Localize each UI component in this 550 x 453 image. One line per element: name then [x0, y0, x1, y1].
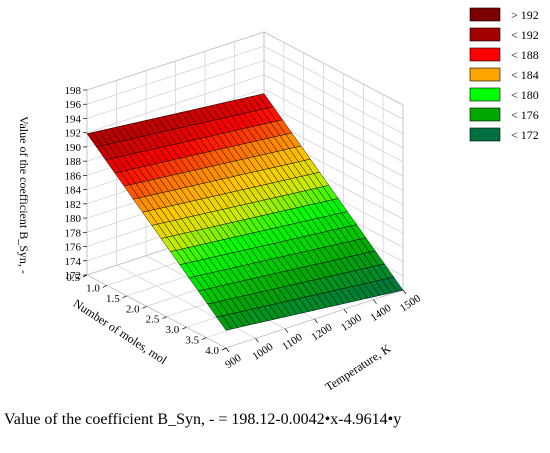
y-tick-mark	[102, 285, 108, 288]
y-tick-label: 1.5	[106, 293, 120, 305]
z-tick-label: 192	[65, 128, 82, 140]
regression-equation: Value of the coefficient B_Syn, - = 198.…	[4, 411, 402, 428]
legend-label: < 188	[511, 48, 539, 62]
y-tick-label: 0.5	[66, 272, 80, 284]
x-tick-label: 1000	[250, 341, 275, 363]
legend-label: < 172	[511, 128, 539, 142]
y-tick-mark	[122, 295, 127, 299]
x-tick-mark	[373, 299, 377, 304]
x-tick-mark	[343, 309, 348, 314]
legend-swatch	[469, 47, 501, 62]
legend-swatch	[469, 127, 501, 142]
legend-swatch	[469, 107, 501, 122]
y-tick-mark	[82, 274, 88, 278]
legend-label: < 176	[511, 108, 539, 122]
legend-label: < 192	[511, 28, 539, 42]
z-tick-label: 188	[65, 156, 82, 168]
z-tick-label: 190	[65, 142, 82, 154]
x-axis-label: Temperature, K	[323, 341, 394, 394]
y-tick-label: 2.5	[146, 314, 160, 326]
y-tick-label: 1.0	[86, 282, 100, 294]
x-tick-mark	[402, 289, 407, 295]
y-tick-mark	[162, 316, 167, 320]
x-tick-mark	[284, 328, 289, 333]
legend-swatch	[469, 27, 501, 42]
z-tick-label: 196	[65, 99, 82, 111]
legend-label: < 184	[511, 68, 539, 82]
y-tick-label: 3.5	[185, 335, 199, 347]
legend-label: < 180	[511, 88, 539, 102]
x-tick-label: 1400	[368, 302, 393, 324]
z-axis-label: Value of the coefficient B_Syn, -	[17, 116, 31, 274]
x-tick-label: 900	[223, 352, 244, 371]
z-tick-label: 176	[65, 242, 82, 254]
z-tick-label: 186	[65, 170, 82, 182]
y-tick-mark	[142, 305, 147, 309]
z-tick-label: 180	[65, 213, 82, 225]
x-tick-mark	[225, 347, 230, 353]
z-tick-label: 194	[65, 113, 82, 125]
legend-swatch	[469, 7, 501, 22]
y-tick-label: 2.0	[126, 303, 140, 315]
z-tick-label: 184	[65, 185, 82, 197]
x-tick-label: 1100	[280, 331, 305, 353]
z-tick-label: 174	[65, 256, 82, 268]
y-tick-mark	[221, 347, 227, 351]
z-tick-label: 172	[65, 270, 82, 282]
x-tick-label: 1200	[309, 321, 334, 343]
legend: > 192 < 192 < 188 < 184 < 180 < 176 < 172	[469, 7, 539, 142]
legend-swatch	[469, 67, 501, 82]
y-tick-label: 3.0	[166, 324, 180, 336]
z-tick-label: 182	[65, 199, 82, 211]
x-tick-mark	[255, 338, 259, 343]
y-tick-label: 4.0	[205, 345, 219, 357]
y-tick-mark	[182, 326, 187, 330]
legend-swatch	[469, 87, 501, 102]
y-tick-mark	[201, 337, 207, 340]
response-surface	[86, 93, 404, 331]
x-tick-mark	[314, 318, 318, 324]
legend-label: > 192	[511, 8, 539, 22]
x-tick-label: 1500	[398, 292, 423, 314]
x-tick-label: 1300	[339, 312, 364, 334]
z-tick-label: 178	[65, 227, 82, 239]
z-tick-label: 198	[65, 85, 82, 97]
